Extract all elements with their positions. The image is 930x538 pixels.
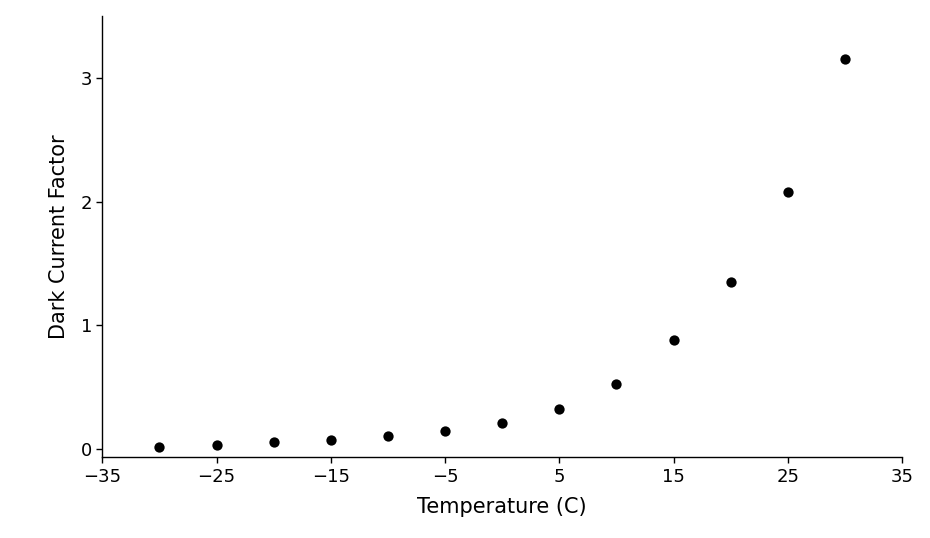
Point (438, 427, 453, 436)
Point (495, 419, 510, 427)
Point (380, 432, 395, 441)
Point (609, 380, 624, 388)
Point (324, 436, 339, 444)
Point (152, 443, 166, 452)
Y-axis label: Dark Current Factor: Dark Current Factor (49, 134, 69, 339)
Point (780, 187, 795, 196)
Point (666, 336, 681, 344)
X-axis label: Temperature (C): Temperature (C) (418, 497, 587, 517)
Point (724, 278, 738, 286)
Point (266, 438, 281, 447)
Point (551, 405, 566, 413)
Point (209, 441, 224, 449)
Point (838, 55, 853, 63)
